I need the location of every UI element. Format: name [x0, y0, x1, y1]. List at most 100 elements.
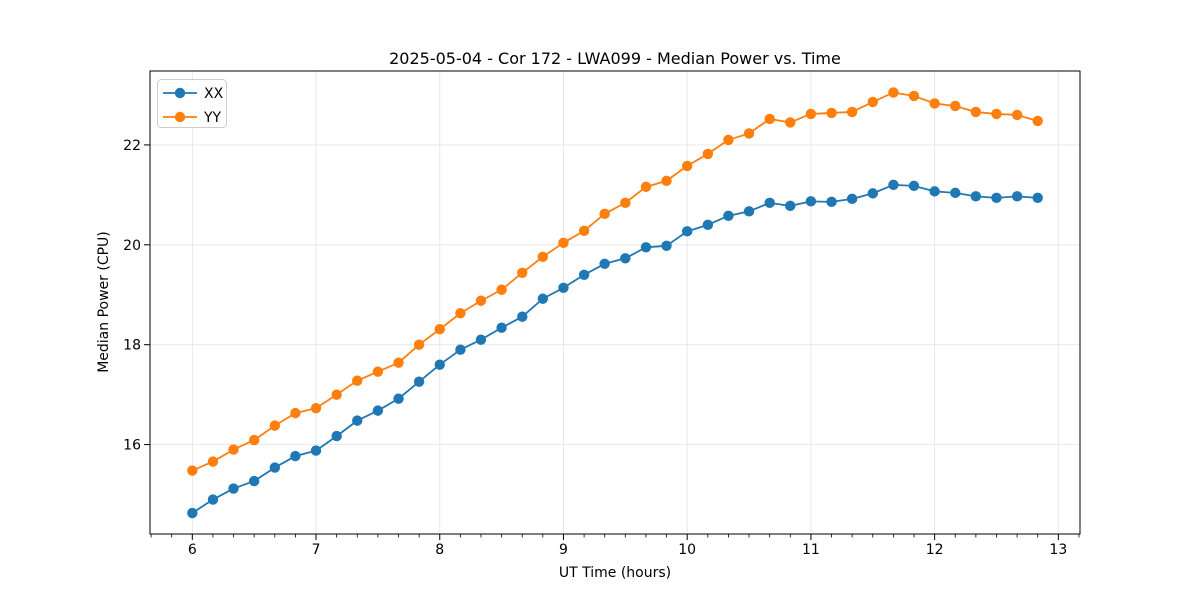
- legend-box: [157, 79, 227, 128]
- legend-label-xx: XX: [204, 86, 224, 102]
- legend: XX YY: [157, 79, 227, 128]
- data-point-XX: [1011, 191, 1023, 202]
- data-point-YY: [661, 175, 672, 187]
- data-point-YY: [846, 106, 858, 118]
- data-point-XX: [805, 196, 817, 207]
- data-point-XX: [537, 293, 549, 304]
- data-point-XX: [207, 494, 219, 505]
- data-point-XX: [599, 258, 610, 269]
- data-point-YY: [537, 251, 549, 262]
- data-point-XX: [661, 240, 672, 252]
- legend-marker-yy: [174, 111, 186, 123]
- series-line-XX: [191, 183, 1039, 514]
- data-point-YY: [310, 402, 322, 414]
- data-point-XX: [846, 193, 858, 205]
- data-point-YY: [785, 117, 796, 128]
- data-point-YY: [681, 160, 693, 172]
- x-tick-label: 13: [1049, 542, 1067, 558]
- legend-item-xx: XX: [163, 86, 224, 102]
- data-point-XX: [475, 334, 487, 345]
- data-point-XX: [310, 445, 322, 456]
- data-point-YY: [888, 87, 899, 98]
- data-point-XX: [640, 242, 652, 253]
- data-point-YY: [558, 237, 569, 249]
- data-point-XX: [888, 179, 899, 191]
- x-tick-label: 12: [926, 542, 944, 558]
- data-point-YY: [269, 420, 281, 431]
- series-YY: [187, 87, 1043, 476]
- data-point-XX: [764, 197, 775, 209]
- data-point-YY: [207, 456, 219, 467]
- data-point-XX: [372, 405, 384, 416]
- data-point-YY: [393, 357, 404, 368]
- x-tick-label: 7: [312, 542, 321, 558]
- y-axis-label: Median Power (CPU): [96, 231, 112, 373]
- series-XX: [187, 179, 1043, 519]
- axis-ticks: [144, 144, 1080, 540]
- x-tick-label: 9: [559, 542, 568, 558]
- chart-title: 2025-05-04 - Cor 172 - LWA099 - Median P…: [389, 49, 841, 68]
- data-point-XX: [950, 187, 961, 199]
- data-point-XX: [434, 359, 445, 370]
- plot-border: [149, 70, 1081, 535]
- data-point-YY: [475, 295, 487, 306]
- data-point-YY: [599, 208, 610, 220]
- data-point-XX: [558, 282, 569, 293]
- tick-labels: 6 7 8 9 10 11 12 13 16 18 20 22: [123, 138, 1067, 558]
- data-point-YY: [248, 434, 260, 446]
- data-point-YY: [1032, 115, 1043, 127]
- data-point-XX: [1032, 192, 1043, 204]
- data-point-YY: [372, 366, 384, 377]
- data-point-YY: [228, 444, 239, 455]
- data-point-XX: [743, 206, 755, 217]
- data-point-YY: [929, 98, 940, 109]
- data-point-YY: [805, 108, 817, 120]
- data-series: [187, 87, 1043, 519]
- data-point-XX: [455, 344, 466, 355]
- data-point-YY: [826, 107, 837, 119]
- legend-label-yy: YY: [203, 110, 222, 126]
- data-point-YY: [764, 113, 775, 125]
- data-point-YY: [908, 90, 920, 102]
- data-point-XX: [702, 219, 714, 231]
- data-point-XX: [393, 393, 404, 404]
- x-tick-label: 11: [802, 542, 820, 558]
- data-point-YY: [578, 225, 590, 237]
- data-point-YY: [991, 108, 1002, 120]
- data-point-XX: [681, 226, 693, 237]
- data-point-XX: [826, 196, 837, 208]
- data-point-XX: [620, 253, 631, 264]
- data-point-XX: [269, 462, 281, 473]
- data-point-YY: [1011, 109, 1023, 121]
- data-point-XX: [723, 210, 734, 222]
- data-point-YY: [331, 389, 342, 400]
- data-point-XX: [187, 507, 198, 519]
- y-tick-label: 22: [123, 138, 141, 154]
- data-point-YY: [290, 407, 301, 419]
- data-point-XX: [970, 191, 982, 202]
- data-point-YY: [620, 197, 631, 209]
- data-point-YY: [723, 134, 734, 146]
- data-point-XX: [248, 475, 260, 487]
- data-point-YY: [743, 128, 755, 139]
- x-axis-label: UT Time (hours): [559, 565, 671, 581]
- data-point-XX: [331, 430, 342, 442]
- x-tick-label: 6: [188, 542, 197, 558]
- series-line-YY: [191, 91, 1039, 472]
- data-point-YY: [413, 339, 425, 350]
- data-point-YY: [455, 308, 466, 319]
- y-tick-label: 16: [123, 438, 141, 454]
- data-point-XX: [991, 192, 1002, 204]
- data-point-YY: [950, 100, 961, 112]
- data-point-XX: [517, 311, 528, 322]
- data-point-YY: [970, 106, 982, 118]
- data-point-XX: [290, 450, 301, 462]
- data-point-XX: [228, 483, 239, 494]
- data-point-YY: [496, 284, 507, 295]
- x-tick-label: 8: [435, 542, 444, 558]
- data-point-YY: [187, 465, 198, 476]
- y-tick-label: 18: [123, 338, 141, 354]
- data-point-XX: [929, 186, 940, 197]
